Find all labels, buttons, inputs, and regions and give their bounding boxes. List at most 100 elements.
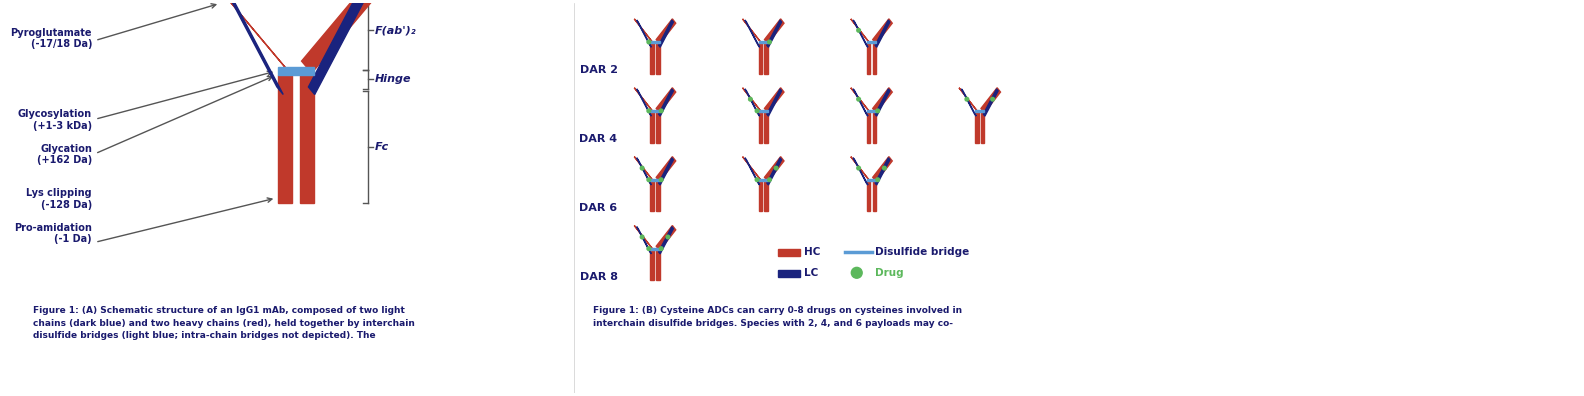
Polygon shape <box>984 89 998 116</box>
Text: Lys clipping
(-128 Da): Lys clipping (-128 Da) <box>27 188 92 210</box>
Polygon shape <box>744 20 760 47</box>
Text: LC: LC <box>803 268 817 278</box>
Bar <box>656 112 661 143</box>
Bar <box>765 112 768 143</box>
Bar <box>651 110 661 112</box>
Circle shape <box>857 97 860 101</box>
Circle shape <box>640 235 645 239</box>
Polygon shape <box>767 89 781 116</box>
Circle shape <box>857 29 860 32</box>
Bar <box>778 270 800 277</box>
Polygon shape <box>873 157 892 182</box>
Polygon shape <box>637 89 651 116</box>
Bar <box>866 110 876 112</box>
Bar <box>866 41 876 43</box>
Polygon shape <box>961 89 976 116</box>
Text: DAR 2: DAR 2 <box>580 65 618 75</box>
Polygon shape <box>767 20 781 47</box>
Text: Pyroglutamate
(-17/18 Da): Pyroglutamate (-17/18 Da) <box>11 28 92 50</box>
Bar <box>866 112 871 143</box>
Polygon shape <box>743 88 762 113</box>
Polygon shape <box>851 157 870 182</box>
Bar <box>656 249 661 280</box>
Text: Glycosylation
(+1-3 kDa): Glycosylation (+1-3 kDa) <box>17 109 92 131</box>
Circle shape <box>646 247 651 250</box>
Polygon shape <box>656 157 676 182</box>
Polygon shape <box>637 158 651 185</box>
Bar <box>778 249 800 256</box>
Circle shape <box>659 247 664 250</box>
Bar <box>866 181 871 211</box>
Bar <box>980 112 985 143</box>
Polygon shape <box>634 157 654 182</box>
Text: F(ab')₂: F(ab')₂ <box>374 25 417 35</box>
Circle shape <box>882 166 885 170</box>
Polygon shape <box>659 158 673 185</box>
Polygon shape <box>765 19 784 44</box>
Bar <box>656 43 661 74</box>
Polygon shape <box>874 158 890 185</box>
Bar <box>651 179 661 181</box>
Polygon shape <box>980 88 1001 113</box>
Text: HC: HC <box>803 247 821 257</box>
Polygon shape <box>874 20 890 47</box>
Circle shape <box>646 109 651 113</box>
Polygon shape <box>854 158 868 185</box>
Polygon shape <box>873 19 892 44</box>
Bar <box>866 179 876 181</box>
Text: Hinge: Hinge <box>374 74 410 84</box>
Circle shape <box>965 97 969 101</box>
Circle shape <box>775 166 778 170</box>
Text: DAR 8: DAR 8 <box>580 272 618 282</box>
Polygon shape <box>743 19 762 44</box>
Circle shape <box>768 40 771 44</box>
Circle shape <box>876 178 879 181</box>
Text: Drug: Drug <box>876 268 904 278</box>
Circle shape <box>768 178 771 181</box>
Text: DAR 6: DAR 6 <box>580 203 618 213</box>
Bar <box>279 67 314 75</box>
Polygon shape <box>851 88 870 113</box>
Circle shape <box>857 166 860 170</box>
Text: Pro-amidation
(-1 Da): Pro-amidation (-1 Da) <box>14 223 92 244</box>
Circle shape <box>992 97 995 101</box>
Bar <box>759 181 762 211</box>
Polygon shape <box>659 20 673 47</box>
Circle shape <box>756 109 759 113</box>
Polygon shape <box>309 0 364 95</box>
Text: Fc: Fc <box>374 142 388 152</box>
Bar <box>765 43 768 74</box>
Bar <box>866 43 871 74</box>
Bar <box>651 41 661 43</box>
Bar <box>759 179 768 181</box>
Circle shape <box>665 235 670 239</box>
Circle shape <box>646 40 651 44</box>
Polygon shape <box>851 19 870 44</box>
Bar <box>873 112 876 143</box>
Bar <box>873 43 876 74</box>
Bar <box>759 112 762 143</box>
Polygon shape <box>220 0 290 73</box>
Polygon shape <box>744 158 760 185</box>
Bar <box>759 41 768 43</box>
Circle shape <box>640 166 645 170</box>
Text: Figure 1: (A) Schematic structure of an IgG1 mAb, composed of two light
chains (: Figure 1: (A) Schematic structure of an … <box>33 306 415 340</box>
Bar <box>759 110 768 112</box>
Text: Glycation
(+162 Da): Glycation (+162 Da) <box>36 144 92 166</box>
Polygon shape <box>765 157 784 182</box>
Bar <box>759 43 762 74</box>
Polygon shape <box>659 89 673 116</box>
Polygon shape <box>854 20 868 47</box>
Polygon shape <box>656 226 676 251</box>
Polygon shape <box>854 89 868 116</box>
Polygon shape <box>659 227 673 254</box>
Bar <box>976 112 979 143</box>
Circle shape <box>659 178 664 181</box>
Bar <box>651 43 654 74</box>
Polygon shape <box>656 88 676 113</box>
Polygon shape <box>767 158 781 185</box>
Polygon shape <box>743 157 762 182</box>
Circle shape <box>756 178 759 181</box>
Circle shape <box>876 109 879 113</box>
Circle shape <box>646 178 651 181</box>
